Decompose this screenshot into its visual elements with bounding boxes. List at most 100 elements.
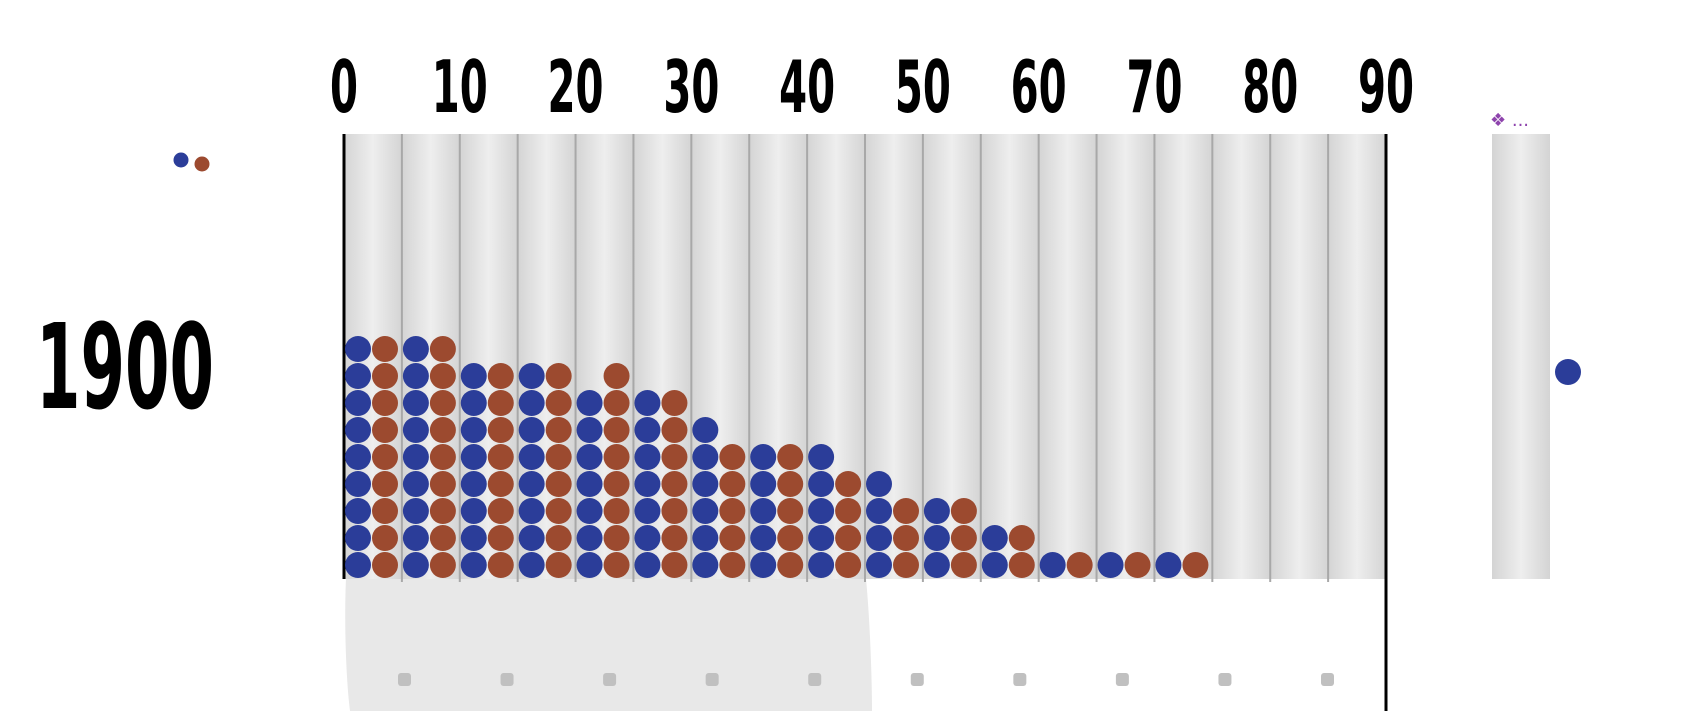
placeholder-tick xyxy=(398,673,411,686)
x-tick-label: 90 xyxy=(1358,45,1414,129)
placeholder-tick xyxy=(1013,673,1027,686)
series-2-dot xyxy=(719,525,746,551)
series-1-dot xyxy=(518,552,545,578)
series-1-dot xyxy=(634,552,661,578)
series-1-dot xyxy=(634,498,661,524)
series-2-dot xyxy=(777,525,804,551)
placeholder-ticks xyxy=(398,673,1334,686)
series-2-dot xyxy=(429,363,456,389)
series-1-dot xyxy=(634,471,661,497)
bin-column xyxy=(980,134,1039,579)
x-tick-label: 30 xyxy=(663,45,719,129)
series-1-dot xyxy=(634,417,661,443)
series-1-dot xyxy=(808,444,835,470)
series-1-dot xyxy=(518,417,545,443)
placeholder-tick xyxy=(1115,673,1129,686)
series-1-dot xyxy=(402,498,429,524)
series-1-dot xyxy=(460,552,487,578)
series-1-dot xyxy=(1097,552,1124,578)
x-tick-label: 40 xyxy=(779,45,835,129)
series-2-dot xyxy=(545,417,572,443)
series-2-dot xyxy=(603,471,630,497)
placeholder-tick xyxy=(603,673,617,686)
series-2-dot xyxy=(372,552,398,578)
series-1-dot xyxy=(460,390,487,416)
placeholder-tick xyxy=(705,673,719,686)
series-1-dot xyxy=(518,390,545,416)
series-1-dot xyxy=(923,525,950,551)
series-2-dot xyxy=(835,498,862,524)
series-1-dot xyxy=(402,552,429,578)
series-1-dot xyxy=(808,525,835,551)
series-2-dot xyxy=(603,552,630,578)
series-1-dot xyxy=(576,552,603,578)
series-2-dot xyxy=(661,390,688,416)
series-2-dot xyxy=(429,417,456,443)
series-2-dot xyxy=(719,444,746,470)
series-2-dot xyxy=(1008,552,1035,578)
series-2-dot xyxy=(661,552,688,578)
series-1-dot xyxy=(576,444,603,470)
series-2-dot xyxy=(603,417,630,443)
series-1-dot xyxy=(402,525,429,551)
axis-lines xyxy=(342,134,1388,711)
lower-band-shape xyxy=(345,579,872,711)
series-2-dot xyxy=(777,498,804,524)
series-1-dot xyxy=(923,552,950,578)
series-2-dot xyxy=(372,336,398,362)
series-1-dot xyxy=(460,525,487,551)
series-1-dot xyxy=(402,417,429,443)
series-2-dot xyxy=(372,525,398,551)
x-tick-label: 0 xyxy=(330,45,358,129)
series-1-dot xyxy=(460,498,487,524)
series-2-dot xyxy=(487,552,514,578)
series-1-dot xyxy=(460,363,487,389)
series-2-dot xyxy=(719,498,746,524)
series-1-dot xyxy=(345,363,371,389)
series-2-dot xyxy=(835,525,862,551)
dot-marks xyxy=(345,336,1209,578)
series-2-dot xyxy=(429,525,456,551)
series-1-dot xyxy=(576,471,603,497)
series-2-dot xyxy=(1182,552,1209,578)
series-2-dot xyxy=(777,552,804,578)
series-1-dot xyxy=(345,498,371,524)
series-2-dot xyxy=(835,552,862,578)
bin-column xyxy=(1038,134,1097,579)
series-1-dot xyxy=(634,390,661,416)
series-2-dot xyxy=(950,525,977,551)
series-2-dot xyxy=(603,390,630,416)
series-2-dot xyxy=(950,552,977,578)
series-2-dot xyxy=(950,498,977,524)
series-2-dot xyxy=(545,363,572,389)
series-1-dot xyxy=(402,363,429,389)
series-1-dot xyxy=(634,525,661,551)
series-2-dot xyxy=(372,417,398,443)
series-2-dot xyxy=(487,363,514,389)
series-2-dot xyxy=(372,471,398,497)
series-1-dot xyxy=(345,525,371,551)
series-1-dot xyxy=(866,471,892,497)
series-2-dot xyxy=(372,363,398,389)
series-2-dot xyxy=(372,390,398,416)
x-tick-label: 80 xyxy=(1242,45,1298,129)
series-2-dot xyxy=(545,444,572,470)
overflow-dot xyxy=(1555,359,1581,385)
legend-dot-series-1 xyxy=(173,152,189,168)
series-1-dot xyxy=(345,471,371,497)
series-2-dot xyxy=(487,525,514,551)
series-2-dot xyxy=(603,525,630,551)
series-2-dot xyxy=(487,417,514,443)
series-2-dot xyxy=(661,417,688,443)
series-2-dot xyxy=(603,363,630,389)
series-2-dot xyxy=(893,525,919,551)
series-1-dot xyxy=(692,525,719,551)
series-2-dot xyxy=(372,498,398,524)
series-1-dot xyxy=(634,444,661,470)
series-2-dot xyxy=(429,498,456,524)
series-1-dot xyxy=(923,498,950,524)
series-1-dot xyxy=(460,444,487,470)
series-2-dot xyxy=(429,552,456,578)
series-1-dot xyxy=(576,498,603,524)
